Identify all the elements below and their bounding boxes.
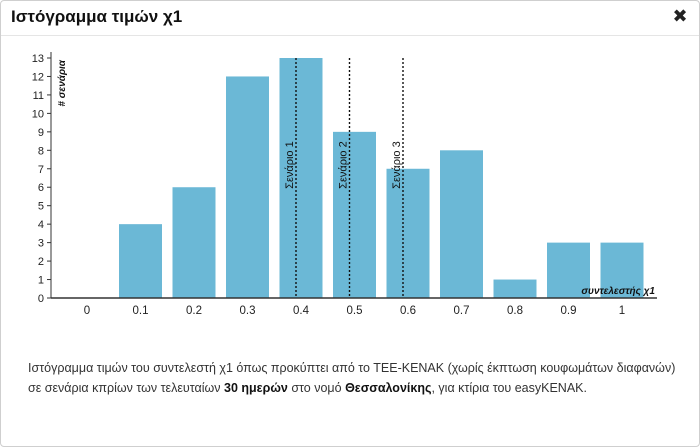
close-icon[interactable]: ✖ xyxy=(672,6,688,26)
scenario-label: Σενάριο 2 xyxy=(338,141,350,189)
x-tick-label: 0.1 xyxy=(133,305,149,317)
chart-caption: Ιστόγραμμα τιμών του συντελεστή χ1 όπως … xyxy=(28,358,678,398)
y-tick-label: 1 xyxy=(38,275,44,287)
bar xyxy=(386,168,430,298)
x-tick-label: 0.3 xyxy=(240,305,256,317)
y-tick-label: 8 xyxy=(38,145,44,157)
dialog-title: Ιστόγραμμα τιμών χ1 xyxy=(11,7,183,26)
x-tick-label: 1 xyxy=(619,305,625,317)
y-tick-label: 5 xyxy=(38,201,44,213)
bar xyxy=(600,242,644,298)
y-tick-label: 11 xyxy=(33,90,44,102)
caption-period: 30 ημερών xyxy=(224,381,288,395)
y-axis-label: # σενάρια xyxy=(57,59,68,106)
reference-lines: Σενάριο 1 Σενάριο 2 Σενάριο 3 xyxy=(284,58,404,298)
y-tick-label: 3 xyxy=(38,238,44,250)
caption-text-1: Ιστόγραμμα τιμών του συντελεστή χ1 όπως … xyxy=(28,361,676,395)
x-tick-label: 0.4 xyxy=(293,305,310,317)
y-tick-label: 7 xyxy=(38,164,44,176)
bar xyxy=(279,58,323,298)
y-tick-label: 10 xyxy=(32,108,44,120)
dialog-header: Ιστόγραμμα τιμών χ1 ✖ xyxy=(1,1,699,36)
caption-text-2: στο νομό xyxy=(287,381,346,395)
x-axis-label: συντελεστής χ1 xyxy=(581,286,655,297)
x-tick-label: 0.8 xyxy=(507,305,523,317)
bar xyxy=(493,279,537,298)
y-tick-label: 0 xyxy=(38,293,44,305)
bar xyxy=(547,242,590,298)
x-tick-label: 0.7 xyxy=(454,305,470,317)
x-tick-label: 0.6 xyxy=(400,305,416,317)
y-tick-label: 12 xyxy=(32,71,44,83)
bar xyxy=(119,224,162,298)
bar xyxy=(440,150,483,298)
scenario-label: Σενάριο 1 xyxy=(284,141,296,189)
y-tick-label: 9 xyxy=(38,127,44,139)
y-tick-label: 4 xyxy=(38,219,44,231)
y-tick-label: 6 xyxy=(38,182,44,194)
scenario-label: Σενάριο 3 xyxy=(391,141,403,189)
caption-region: Θεσσαλονίκης xyxy=(345,381,432,395)
x-tick-label: 0 xyxy=(84,305,90,317)
bar xyxy=(172,187,216,298)
bars xyxy=(119,58,644,298)
histogram-chart: Σενάριο 1 Σενάριο 2 Σενάριο 3 012345678910… xyxy=(32,52,657,317)
bar xyxy=(226,76,269,298)
caption-text-3: , για κτίρια του easyKENAK. xyxy=(431,381,587,395)
y-tick-label: 2 xyxy=(38,256,44,268)
y-tick-label: 13 xyxy=(32,53,44,65)
x-tick-label: 0.5 xyxy=(347,305,363,317)
bar xyxy=(333,131,376,298)
x-tick-label: 0.2 xyxy=(186,305,202,317)
x-tick-label: 0.9 xyxy=(561,305,577,317)
